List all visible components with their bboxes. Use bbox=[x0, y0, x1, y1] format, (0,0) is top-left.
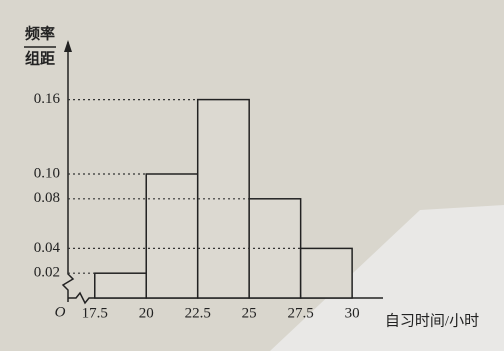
x-tick-label: 27.5 bbox=[288, 305, 314, 321]
bar bbox=[94, 272, 147, 299]
x-tick-label: 25 bbox=[242, 305, 257, 321]
y-tick-label: 0.08 bbox=[34, 190, 60, 206]
y-tick-label: 0.10 bbox=[34, 165, 60, 181]
y-tick-label: 0.16 bbox=[34, 91, 61, 107]
x-tick-label: 22.5 bbox=[185, 305, 211, 321]
y-label-denominator: 组距 bbox=[25, 49, 55, 67]
y-axis bbox=[61, 42, 75, 302]
y-arrow bbox=[64, 40, 72, 52]
x-tick-label: 30 bbox=[345, 305, 360, 321]
bar bbox=[248, 198, 302, 299]
x-tick-label: 17.5 bbox=[82, 305, 108, 321]
bar bbox=[145, 173, 199, 299]
x-tick-label: 20 bbox=[139, 305, 154, 321]
watermark bbox=[270, 205, 504, 351]
origin-label: O bbox=[55, 304, 66, 320]
x-label: 自习时间/小时 bbox=[385, 312, 479, 329]
y-label-numerator: 频率 bbox=[25, 24, 55, 42]
y-tick-label: 0.04 bbox=[34, 240, 61, 256]
bar bbox=[299, 247, 353, 299]
y-tick-label: 0.02 bbox=[34, 265, 60, 281]
